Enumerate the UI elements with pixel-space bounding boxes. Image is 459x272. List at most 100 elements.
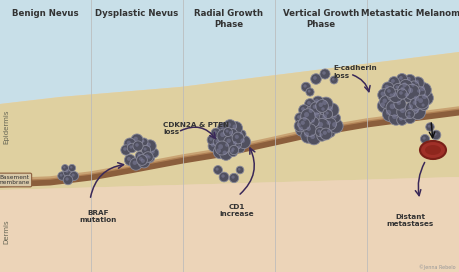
Circle shape xyxy=(308,109,313,113)
Circle shape xyxy=(70,166,73,169)
Circle shape xyxy=(405,109,414,119)
Circle shape xyxy=(317,131,327,141)
Text: BRAF
mutation: BRAF mutation xyxy=(79,210,117,224)
Circle shape xyxy=(409,81,419,91)
Circle shape xyxy=(237,145,241,149)
Circle shape xyxy=(233,141,237,145)
Circle shape xyxy=(145,154,149,158)
Circle shape xyxy=(297,115,301,119)
Circle shape xyxy=(314,112,319,117)
Circle shape xyxy=(433,132,437,136)
Circle shape xyxy=(325,112,329,115)
Circle shape xyxy=(225,129,229,133)
Text: Dysplastic Nevus: Dysplastic Nevus xyxy=(95,9,179,18)
Circle shape xyxy=(130,158,142,170)
Circle shape xyxy=(137,153,141,157)
Circle shape xyxy=(216,148,221,153)
Circle shape xyxy=(63,167,73,177)
Circle shape xyxy=(414,108,419,113)
Circle shape xyxy=(127,157,131,161)
Circle shape xyxy=(228,147,238,157)
Circle shape xyxy=(226,128,238,140)
Circle shape xyxy=(431,130,441,140)
Circle shape xyxy=(139,157,143,161)
Circle shape xyxy=(230,138,241,150)
Circle shape xyxy=(306,88,314,96)
Circle shape xyxy=(62,165,68,171)
Circle shape xyxy=(415,95,429,109)
Circle shape xyxy=(310,134,315,139)
Circle shape xyxy=(123,147,127,151)
Circle shape xyxy=(135,143,139,147)
Circle shape xyxy=(207,135,217,145)
Circle shape xyxy=(215,141,229,155)
Circle shape xyxy=(399,79,413,93)
Circle shape xyxy=(144,147,147,151)
Circle shape xyxy=(385,87,395,97)
Circle shape xyxy=(401,86,405,91)
Circle shape xyxy=(223,141,233,151)
Circle shape xyxy=(236,166,244,174)
Circle shape xyxy=(213,137,223,147)
Circle shape xyxy=(302,117,307,121)
Circle shape xyxy=(308,90,311,92)
Circle shape xyxy=(304,132,309,137)
Circle shape xyxy=(296,124,308,136)
Circle shape xyxy=(377,99,391,113)
Circle shape xyxy=(382,98,387,103)
Circle shape xyxy=(235,143,245,153)
Circle shape xyxy=(307,101,311,105)
Circle shape xyxy=(330,76,338,84)
Circle shape xyxy=(426,123,434,131)
Circle shape xyxy=(391,79,395,83)
Circle shape xyxy=(327,129,331,133)
Circle shape xyxy=(209,137,213,141)
Circle shape xyxy=(407,115,411,119)
Circle shape xyxy=(382,106,397,122)
Circle shape xyxy=(144,140,156,152)
Circle shape xyxy=(301,109,315,123)
Circle shape xyxy=(230,122,242,134)
Circle shape xyxy=(319,111,333,125)
Circle shape xyxy=(310,102,322,114)
Circle shape xyxy=(208,140,220,152)
Circle shape xyxy=(237,135,251,149)
Circle shape xyxy=(306,106,318,118)
Circle shape xyxy=(404,84,420,100)
Circle shape xyxy=(225,143,229,147)
Circle shape xyxy=(213,130,217,134)
Circle shape xyxy=(221,174,225,178)
Circle shape xyxy=(410,92,426,108)
Circle shape xyxy=(307,131,321,145)
Circle shape xyxy=(219,172,229,182)
Circle shape xyxy=(304,124,316,136)
Circle shape xyxy=(149,148,159,158)
Polygon shape xyxy=(0,52,459,190)
Circle shape xyxy=(415,87,425,97)
Circle shape xyxy=(58,172,66,180)
Circle shape xyxy=(405,101,419,115)
Circle shape xyxy=(329,119,343,133)
Circle shape xyxy=(211,143,215,147)
Circle shape xyxy=(216,168,218,171)
Circle shape xyxy=(151,150,155,154)
Circle shape xyxy=(389,89,403,103)
Circle shape xyxy=(309,117,319,127)
Circle shape xyxy=(410,98,422,110)
Circle shape xyxy=(400,108,405,113)
Circle shape xyxy=(218,144,223,149)
Circle shape xyxy=(224,136,236,149)
Circle shape xyxy=(143,152,153,162)
Ellipse shape xyxy=(420,141,446,159)
Circle shape xyxy=(235,135,239,139)
Circle shape xyxy=(310,109,325,123)
Circle shape xyxy=(127,141,131,145)
Circle shape xyxy=(399,91,403,95)
Circle shape xyxy=(399,76,403,80)
Circle shape xyxy=(307,126,311,131)
Circle shape xyxy=(412,77,424,89)
Text: Benign Nevus: Benign Nevus xyxy=(11,9,78,18)
Circle shape xyxy=(387,89,391,93)
Circle shape xyxy=(381,92,385,96)
Circle shape xyxy=(318,129,321,133)
